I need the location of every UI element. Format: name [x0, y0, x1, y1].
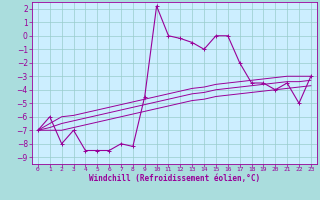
X-axis label: Windchill (Refroidissement éolien,°C): Windchill (Refroidissement éolien,°C): [89, 174, 260, 183]
